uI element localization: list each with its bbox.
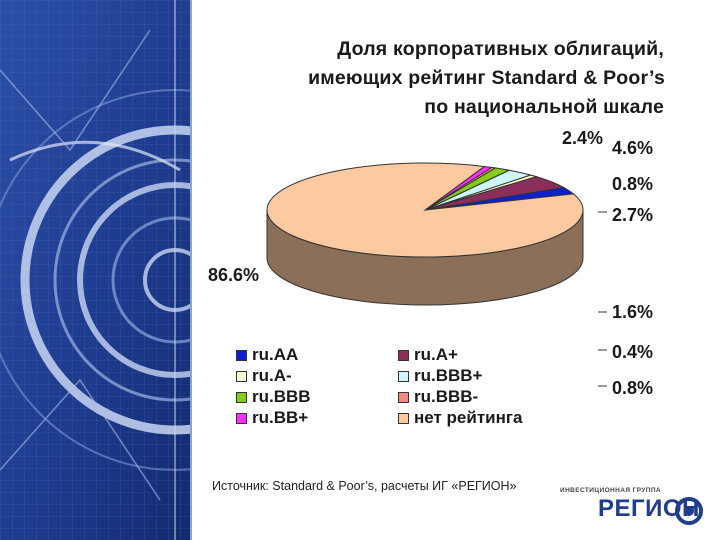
legend-label: ru.BBB+ [414, 366, 483, 385]
legend-label: ru.A+ [414, 345, 458, 364]
pie-label-3: 2.7% [612, 205, 653, 225]
legend-item: ru.AA [236, 345, 298, 365]
chart-title-line-1: Доля корпоративных облигаций, [337, 38, 664, 60]
pie-slice-7 [266, 162, 584, 258]
chart-title-line-3: по национальной шкале [424, 96, 664, 118]
pie-slices [266, 162, 584, 258]
legend-swatch [398, 391, 409, 403]
legend-swatch [398, 349, 409, 361]
legend-item: ru.BBB [236, 387, 311, 407]
legend-label: ru.A- [252, 366, 292, 385]
chart-title-line-2: имеющих рейтинг Standard & Poor’s [308, 67, 665, 89]
legend-swatch [398, 412, 409, 424]
legend-item: ru.BBB- [398, 387, 478, 407]
logo-mark-icon [675, 497, 703, 525]
pie-label-4: 1.6% [612, 302, 653, 322]
source-note: Источник: Standard & Poor’s, расчеты ИГ … [212, 479, 517, 493]
legend-item: ru.BB+ [236, 408, 308, 428]
legend-swatch [236, 391, 247, 403]
legend-label: ru.BB+ [252, 408, 309, 427]
pie-label-2: 0.8% [612, 174, 653, 194]
pie-label-0: 2.4% [562, 128, 603, 148]
legend-swatch [236, 349, 247, 361]
pie-leader-lines [598, 211, 607, 387]
pie-label-6: 0.8% [612, 378, 653, 398]
panel-divider [190, 0, 192, 540]
legend-swatch [398, 370, 409, 382]
legend-swatch [236, 370, 247, 382]
pie-label-5: 0.4% [612, 342, 653, 362]
legend-label: ru.AA [252, 345, 299, 364]
legend-label: нет рейтинга [414, 408, 523, 427]
decorative-side-panel [0, 0, 190, 540]
company-logo: ИНВЕСТИЦИОННАЯ ГРУППА РЕГИОН [560, 485, 710, 530]
legend-label: ru.BBB- [414, 387, 479, 406]
chart-legend: ru.AA ru.A+ ru.A-ru.BBB+ ru.BBB ru.BBB-ru.BB… [236, 345, 536, 435]
pie-labels: 2.4% 4.6% 0.8% 2.7% 1.6% 0.4% 0.8% 86.6% [208, 128, 653, 398]
legend-label: ru.BBB [252, 387, 311, 406]
legend-swatch [236, 412, 247, 424]
logo-caption: ИНВЕСТИЦИОННАЯ ГРУППА [560, 487, 662, 494]
legend-item: ru.A- [236, 366, 292, 386]
pie-label-1: 4.6% [612, 138, 653, 158]
legend-item: нет рейтинга [398, 408, 522, 428]
legend-item: ru.BBB+ [398, 366, 482, 386]
legend-item: ru.A+ [398, 345, 458, 365]
pie-label-7: 86.6% [208, 265, 259, 285]
